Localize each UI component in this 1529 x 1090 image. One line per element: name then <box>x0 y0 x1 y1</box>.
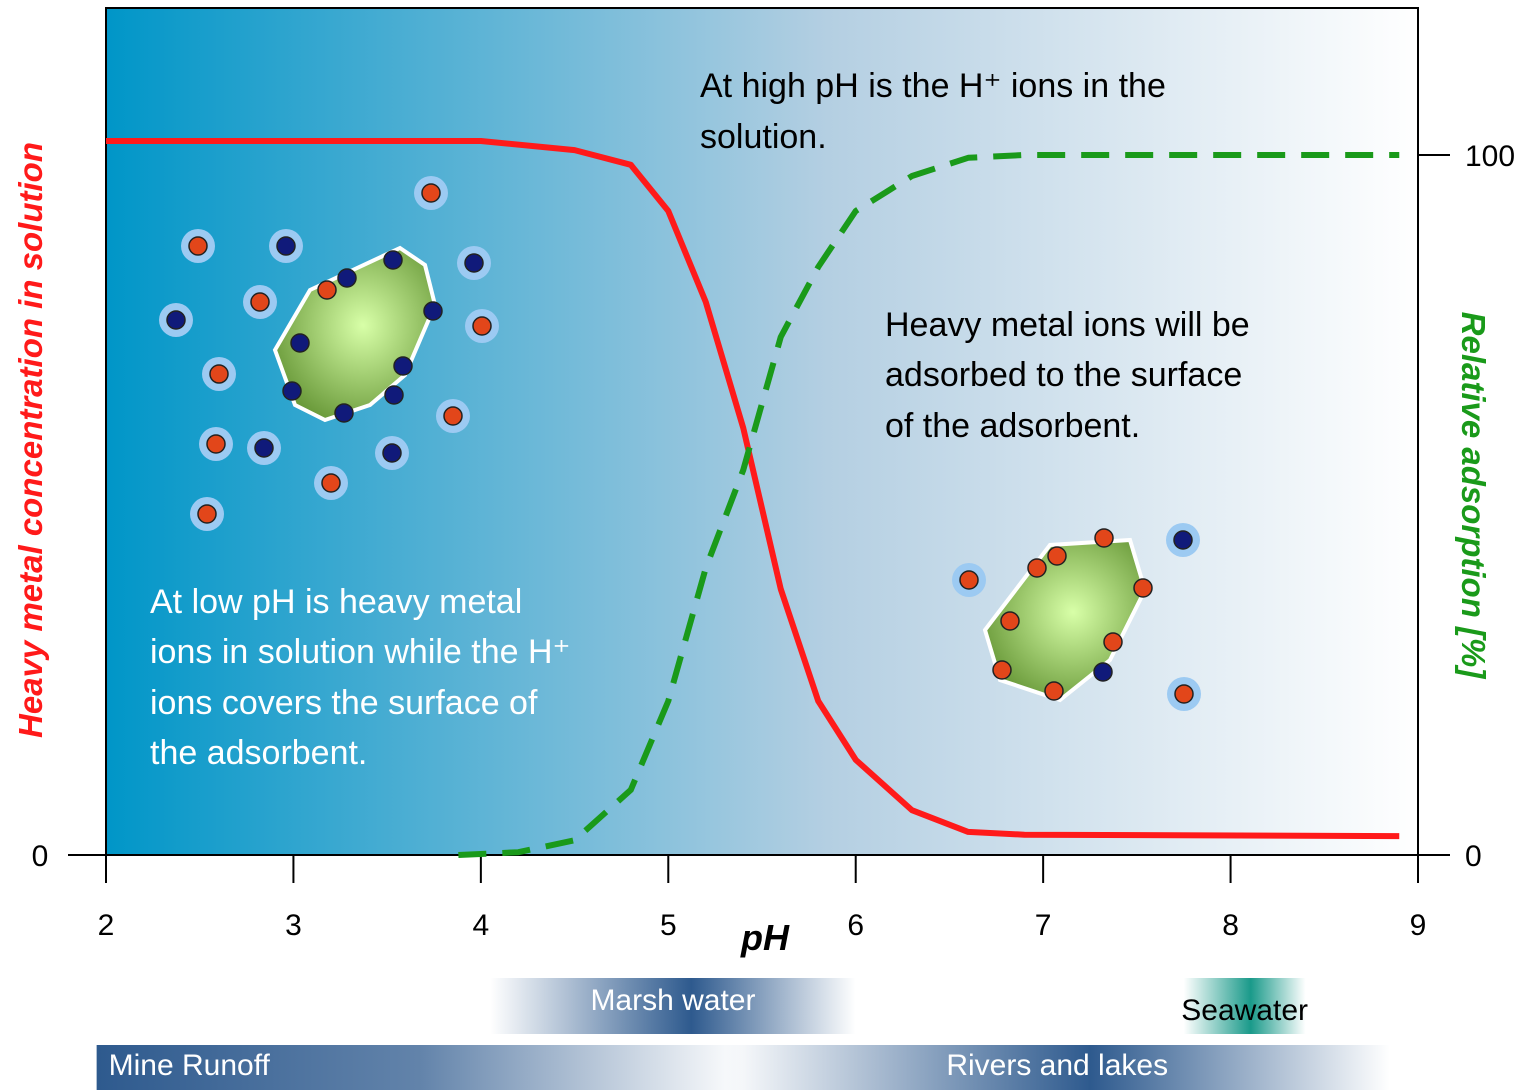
ion <box>424 302 442 320</box>
y2-tick-label: 0 <box>1465 840 1482 873</box>
ion <box>1134 579 1152 597</box>
ion <box>422 184 440 202</box>
chart: 2 3 4 5 6 7 8 9 0 0 100 At high pH is the H⁺ ions i… <box>0 0 1529 1090</box>
ph-range-label: Rivers and lakes <box>946 1049 1168 1082</box>
ion <box>1095 529 1113 547</box>
ion <box>993 661 1011 679</box>
ion <box>444 407 462 425</box>
annotation: the adsorbent. <box>150 734 367 772</box>
ion <box>1094 663 1112 681</box>
ion <box>277 237 295 255</box>
ion <box>189 237 207 255</box>
ion <box>383 444 401 462</box>
y-axis-title: Heavy metal concentration in solution <box>12 142 49 738</box>
x-tick-label: 6 <box>847 909 864 942</box>
y-tick-label: 0 <box>32 840 49 873</box>
ion <box>384 251 402 269</box>
annotation: of the adsorbent. <box>885 407 1140 445</box>
ph-range-label: Seawater <box>1181 994 1308 1027</box>
ion <box>322 474 340 492</box>
ion <box>473 317 491 335</box>
annotation: ions in solution while the H⁺ <box>150 633 571 671</box>
ion <box>210 365 228 383</box>
ion <box>1174 531 1192 549</box>
ion <box>318 281 336 299</box>
x-tick-label: 8 <box>1222 909 1239 942</box>
y2-axis-title: Relative adsorption [%] <box>1455 312 1492 680</box>
x-tick-label: 4 <box>473 909 490 942</box>
ion <box>1175 685 1193 703</box>
annotation: adsorbed to the surface <box>885 356 1242 394</box>
x-tick-label: 2 <box>98 909 115 942</box>
ion <box>1001 612 1019 630</box>
annotation: Heavy metal ions will be <box>885 306 1250 344</box>
ion <box>338 269 356 287</box>
annotation: ions covers the surface of <box>150 684 538 722</box>
annotation: At low pH is heavy metal <box>150 583 522 621</box>
ion <box>394 357 412 375</box>
x-tick-label: 3 <box>285 909 302 942</box>
x-tick-label: 9 <box>1410 909 1427 942</box>
ion <box>283 382 301 400</box>
ion <box>335 404 353 422</box>
ion <box>1104 633 1122 651</box>
ion <box>1028 559 1046 577</box>
ph-range-label: Marsh water <box>590 984 755 1017</box>
x-axis-title: pH <box>740 917 790 958</box>
ion <box>465 254 483 272</box>
ion <box>207 435 225 453</box>
ion <box>167 311 185 329</box>
ion <box>960 571 978 589</box>
ion <box>255 439 273 457</box>
annotation: At high pH is the H⁺ ions in the <box>700 67 1166 105</box>
ion <box>1045 682 1063 700</box>
ph-range-label: Mine Runoff <box>109 1049 271 1082</box>
y2-tick-label: 100 <box>1465 140 1515 173</box>
ion <box>291 334 309 352</box>
annotation: solution. <box>700 118 827 156</box>
x-tick-label: 7 <box>1035 909 1052 942</box>
ion <box>198 505 216 523</box>
x-tick-label: 5 <box>660 909 677 942</box>
ion <box>385 386 403 404</box>
ion <box>1048 547 1066 565</box>
ion <box>251 293 269 311</box>
